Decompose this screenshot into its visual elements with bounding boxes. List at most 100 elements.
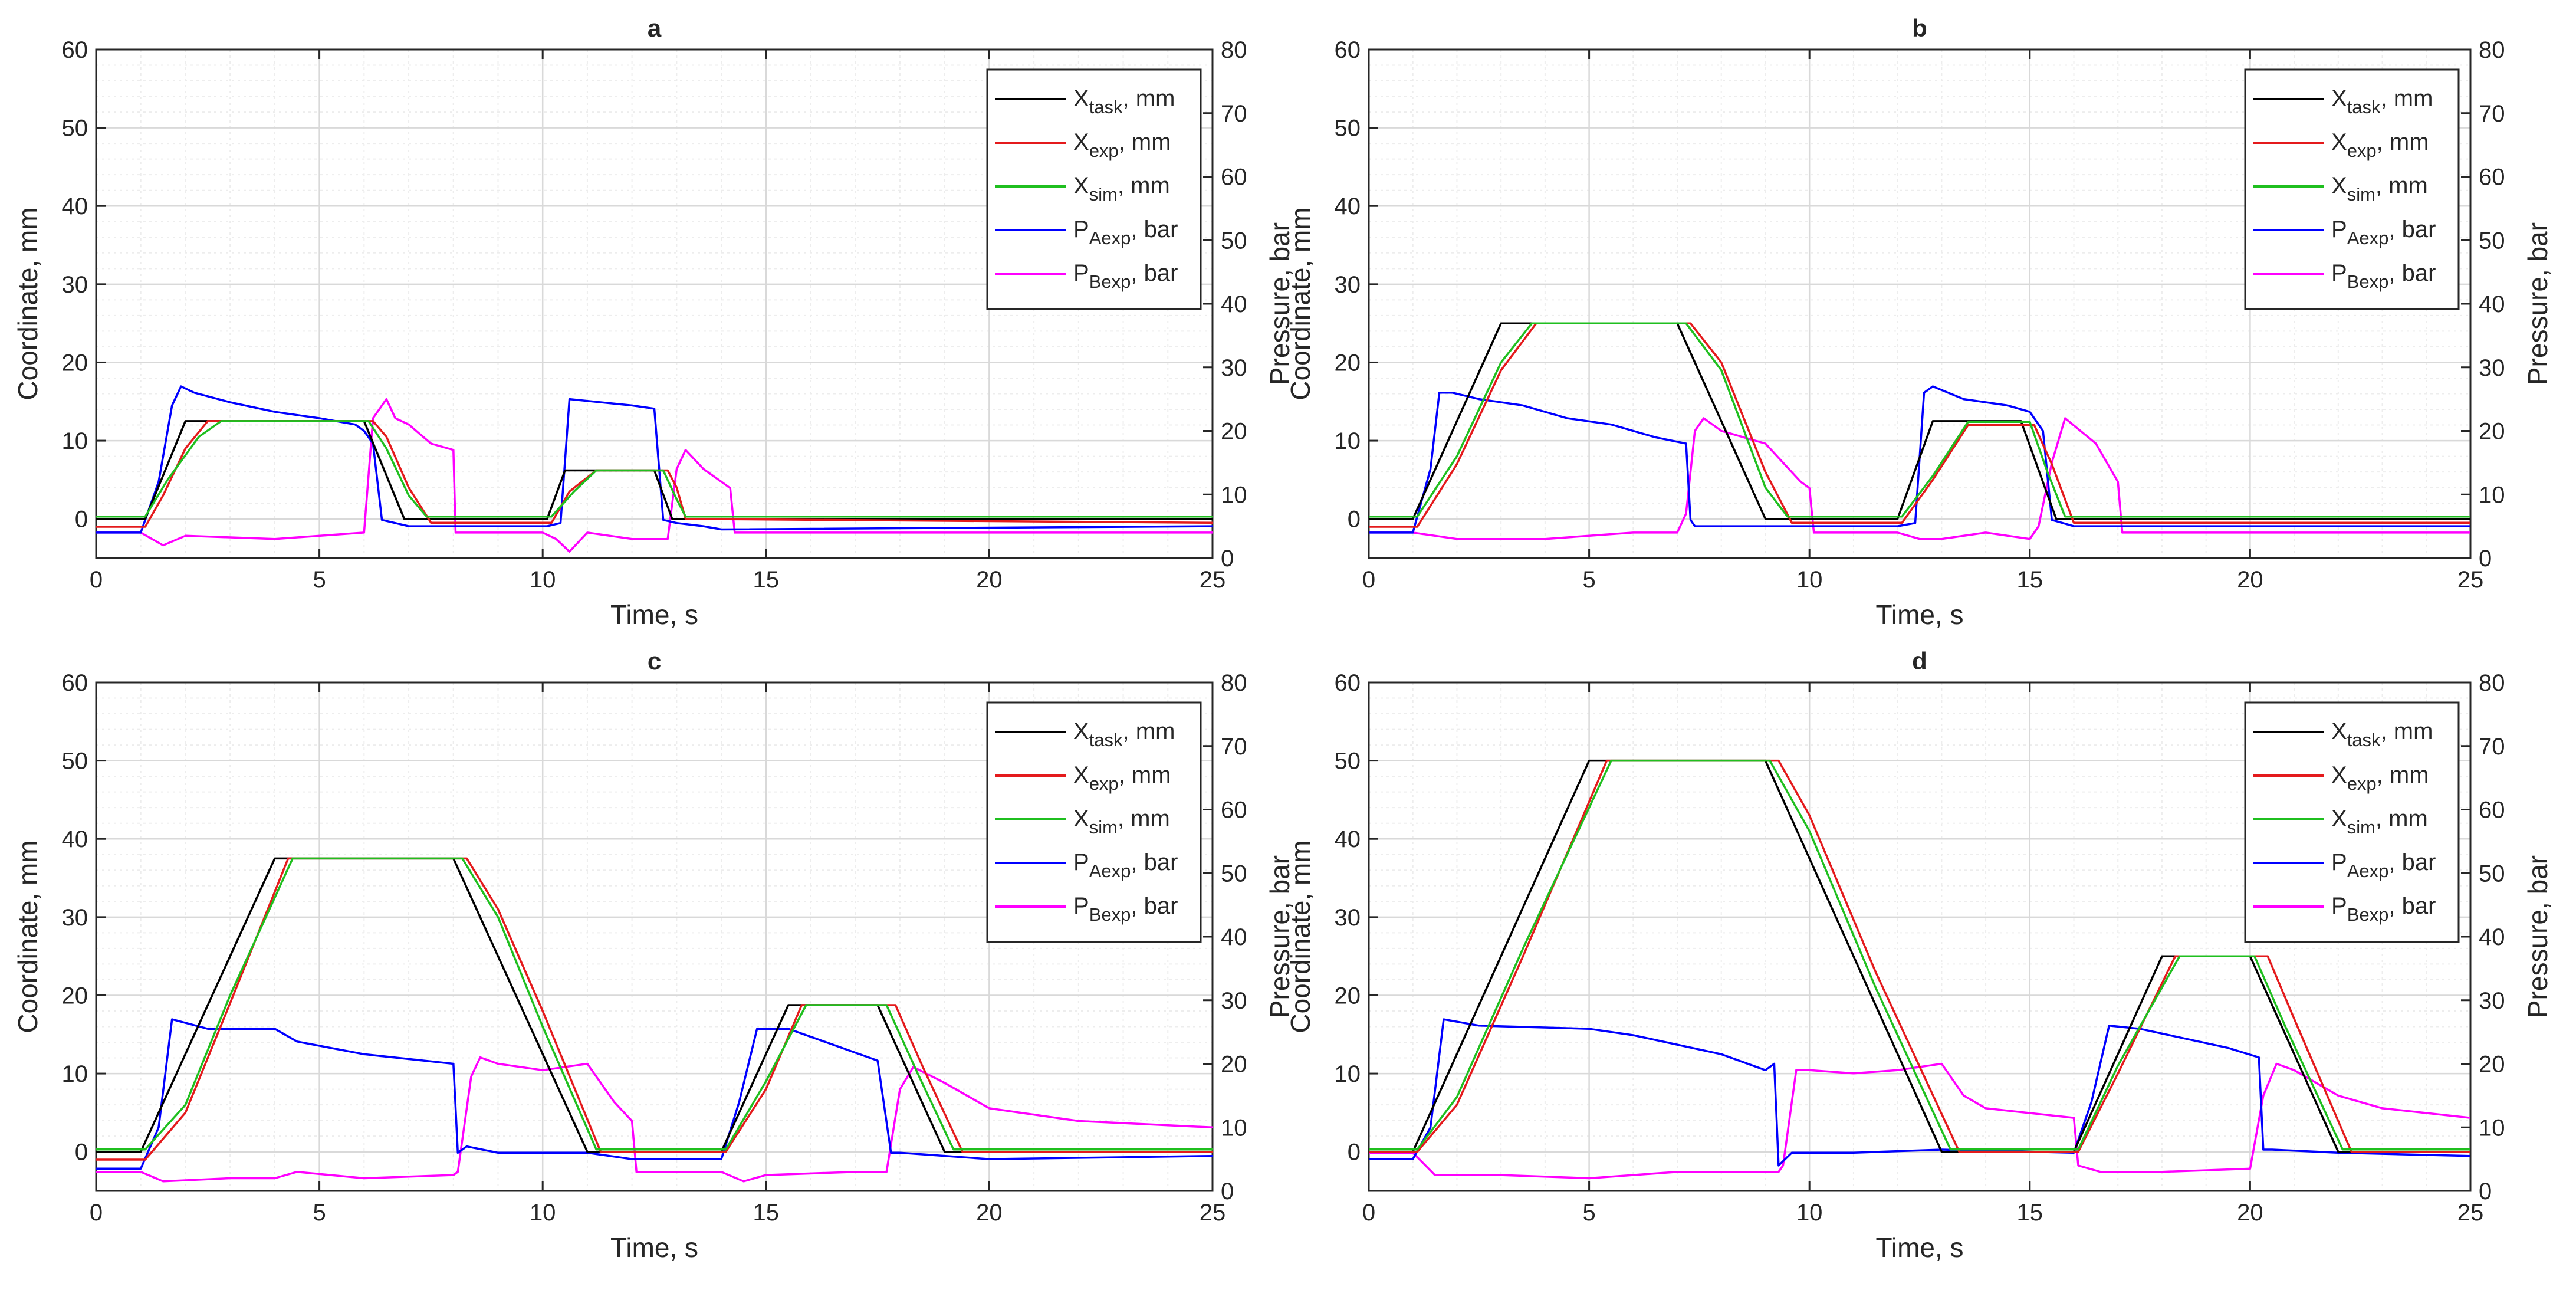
x-tick-label: 0 xyxy=(90,1200,103,1226)
y-right-axis-label: Pressure, bar xyxy=(1264,222,1295,385)
y-right-tick-label: 20 xyxy=(2479,419,2505,445)
legend-label: Xexp, mm xyxy=(1073,129,1171,161)
x-tick-label: 15 xyxy=(2017,567,2043,593)
y-right-tick-label: 40 xyxy=(1221,291,1247,317)
x-tick-label: 5 xyxy=(313,567,326,593)
y-right-tick-label: 40 xyxy=(2479,924,2505,950)
y-left-tick-label: 20 xyxy=(62,983,88,1009)
series-p-b xyxy=(96,1056,1213,1183)
y-right-tick-label: 50 xyxy=(1221,228,1247,254)
y-right-tick-label: 0 xyxy=(1221,546,1234,572)
legend-label: Xtask, mm xyxy=(1073,86,1175,117)
y-left-tick-label: 40 xyxy=(62,193,88,219)
y-right-tick-label: 40 xyxy=(2479,291,2505,317)
legend-label: Xexp, mm xyxy=(2331,129,2429,161)
series-x-sim xyxy=(96,420,1213,518)
y-right-axis-label: Pressure, bar xyxy=(2522,222,2553,385)
legend-label: PAexp, bar xyxy=(2331,216,2436,248)
y-left-tick-label: 0 xyxy=(75,507,88,533)
legend: Xtask, mm Xexp, mm Xsim, mm PAexp, bar PBexp… xyxy=(986,701,1202,943)
legend-label: PBexp, bar xyxy=(2331,260,2436,292)
y-left-tick-label: 0 xyxy=(1348,1140,1361,1166)
legend-label: Xsim, mm xyxy=(2331,806,2428,838)
panel-title: a xyxy=(648,14,662,42)
legend-label: PBexp, bar xyxy=(2331,893,2436,925)
y-right-tick-label: 10 xyxy=(2479,1115,2505,1141)
legend-box xyxy=(986,701,1202,943)
panel-d: 0 5 10 15 20 25010203040506001020304050607080… xyxy=(1285,647,2553,1263)
x-tick-label: 25 xyxy=(1200,1200,1226,1226)
y-right-tick-label: 70 xyxy=(1221,734,1247,760)
y-left-tick-label: 10 xyxy=(1335,428,1361,454)
legend-label: Xexp, mm xyxy=(2331,762,2429,794)
y-left-tick-label: 50 xyxy=(1335,116,1361,142)
y-right-axis-label: Pressure, bar xyxy=(2522,855,2553,1018)
legend: Xtask, mm Xexp, mm Xsim, mm PAexp, bar PBexp… xyxy=(986,68,1202,310)
y-right-tick-label: 70 xyxy=(2479,101,2505,127)
x-tick-label: 0 xyxy=(90,567,103,593)
series-p-a xyxy=(1369,1018,2470,1167)
x-tick-label: 10 xyxy=(1796,567,1823,593)
legend-label: PAexp, bar xyxy=(1073,216,1178,248)
x-tick-label: 15 xyxy=(753,1200,780,1226)
panel-title: d xyxy=(1912,647,1927,675)
y-left-tick-label: 30 xyxy=(1335,272,1361,298)
x-tick-label: 20 xyxy=(976,567,1003,593)
legend-box xyxy=(2244,68,2460,310)
y-right-tick-label: 70 xyxy=(2479,734,2505,760)
y-right-tick-label: 50 xyxy=(2479,861,2505,887)
legend-label: PAexp, bar xyxy=(2331,849,2436,881)
y-right-tick-label: 50 xyxy=(2479,228,2505,254)
legend-label: Xtask, mm xyxy=(2331,86,2433,117)
x-tick-label: 15 xyxy=(753,567,780,593)
panel-b: 0 5 10 15 20 25010203040506001020304050607080… xyxy=(1285,14,2553,630)
series-p-a xyxy=(96,1018,1213,1170)
x-tick-label: 10 xyxy=(530,1200,556,1226)
y-left-axis-label: Coordinate, mm xyxy=(1285,207,1316,400)
series-x-sim xyxy=(1369,322,2470,518)
y-left-tick-label: 40 xyxy=(62,826,88,852)
series-p-a xyxy=(1369,385,2470,534)
x-tick-label: 10 xyxy=(1796,1200,1823,1226)
y-left-tick-label: 10 xyxy=(1335,1061,1361,1087)
series-group xyxy=(1369,759,2470,1180)
y-right-tick-label: 80 xyxy=(1221,37,1247,63)
y-right-tick-label: 60 xyxy=(2479,165,2505,191)
y-right-tick-label: 0 xyxy=(2479,1179,2492,1204)
y-left-tick-label: 30 xyxy=(1335,905,1361,931)
legend-label: Xexp, mm xyxy=(1073,762,1171,794)
y-right-tick-label: 30 xyxy=(1221,988,1247,1014)
minor-grid xyxy=(1369,50,2470,558)
y-right-tick-label: 60 xyxy=(2479,797,2505,823)
y-right-tick-label: 50 xyxy=(1221,861,1247,887)
x-tick-label: 20 xyxy=(2237,1200,2263,1226)
y-left-tick-label: 20 xyxy=(1335,350,1361,376)
legend-box xyxy=(2244,701,2460,943)
x-tick-label: 0 xyxy=(1362,1200,1375,1226)
series-x-sim xyxy=(1369,759,2470,1151)
y-left-tick-label: 10 xyxy=(62,1061,88,1087)
legend-label: PBexp, bar xyxy=(1073,260,1178,292)
series-x-exp xyxy=(1369,759,2470,1153)
legend-label: Xsim, mm xyxy=(1073,173,1170,205)
y-left-tick-label: 50 xyxy=(62,749,88,774)
x-axis-label: Time, s xyxy=(610,599,698,630)
x-tick-label: 25 xyxy=(1200,567,1226,593)
y-right-tick-label: 30 xyxy=(2479,988,2505,1014)
y-right-tick-label: 10 xyxy=(1221,482,1247,508)
x-tick-label: 15 xyxy=(2017,1200,2043,1226)
series-x-sim xyxy=(96,857,1213,1151)
y-right-tick-label: 20 xyxy=(1221,419,1247,445)
legend-label: Xtask, mm xyxy=(1073,718,1175,750)
panel-title: b xyxy=(1912,14,1927,42)
y-right-axis-label: Pressure, bar xyxy=(1264,855,1295,1018)
series-group xyxy=(96,385,1213,553)
x-axis-label: Time, s xyxy=(610,1232,698,1263)
y-right-tick-label: 30 xyxy=(1221,355,1247,381)
y-left-tick-label: 60 xyxy=(1335,37,1361,63)
x-tick-label: 10 xyxy=(530,567,556,593)
y-left-tick-label: 30 xyxy=(62,272,88,298)
x-axis-label: Time, s xyxy=(1875,599,1963,630)
